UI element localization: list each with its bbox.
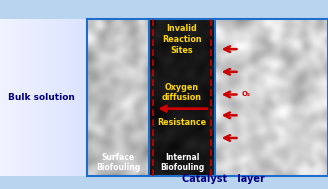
Bar bbox=[76, 19, 78, 176]
Bar bbox=[4, 19, 7, 176]
Bar bbox=[61, 19, 63, 176]
Bar bbox=[41, 19, 43, 176]
Bar bbox=[74, 19, 76, 176]
Bar bbox=[39, 19, 41, 176]
Text: Invalid
Reaction
Sites: Invalid Reaction Sites bbox=[162, 24, 202, 55]
Bar bbox=[22, 19, 24, 176]
Bar bbox=[37, 19, 39, 176]
Text: Resistance: Resistance bbox=[157, 118, 207, 127]
Bar bbox=[46, 19, 48, 176]
Bar bbox=[26, 19, 28, 176]
Bar bbox=[80, 19, 83, 176]
Bar bbox=[11, 19, 13, 176]
Bar bbox=[13, 19, 15, 176]
Bar bbox=[85, 19, 87, 176]
Bar bbox=[50, 19, 52, 176]
Bar bbox=[54, 19, 56, 176]
Bar bbox=[32, 19, 35, 176]
Bar bbox=[20, 19, 22, 176]
Text: Surface
Biofouling: Surface Biofouling bbox=[96, 153, 140, 172]
Bar bbox=[35, 19, 37, 176]
Bar bbox=[59, 19, 61, 176]
Bar bbox=[48, 19, 50, 176]
Bar bbox=[0, 19, 2, 176]
Bar bbox=[56, 19, 59, 176]
Bar bbox=[24, 19, 26, 176]
Bar bbox=[9, 19, 11, 176]
Bar bbox=[43, 19, 46, 176]
Bar bbox=[65, 19, 67, 176]
Bar bbox=[67, 19, 70, 176]
Bar bbox=[83, 19, 85, 176]
Text: O₂: O₂ bbox=[242, 91, 251, 98]
Bar bbox=[149, 19, 215, 176]
Text: Internal
Biofouling: Internal Biofouling bbox=[160, 153, 204, 172]
Bar bbox=[7, 19, 9, 176]
Bar bbox=[52, 19, 54, 176]
Bar bbox=[78, 19, 80, 176]
Bar bbox=[31, 19, 32, 176]
Bar bbox=[15, 19, 17, 176]
Text: Catalyst   layer: Catalyst layer bbox=[182, 174, 265, 184]
Bar bbox=[70, 19, 72, 176]
Bar bbox=[2, 19, 4, 176]
Bar bbox=[17, 19, 20, 176]
Text: Oxygen
diffusion: Oxygen diffusion bbox=[162, 83, 202, 102]
Bar bbox=[63, 19, 65, 176]
Bar bbox=[72, 19, 74, 176]
Text: Bulk solution: Bulk solution bbox=[8, 93, 75, 102]
Bar bbox=[28, 19, 31, 176]
